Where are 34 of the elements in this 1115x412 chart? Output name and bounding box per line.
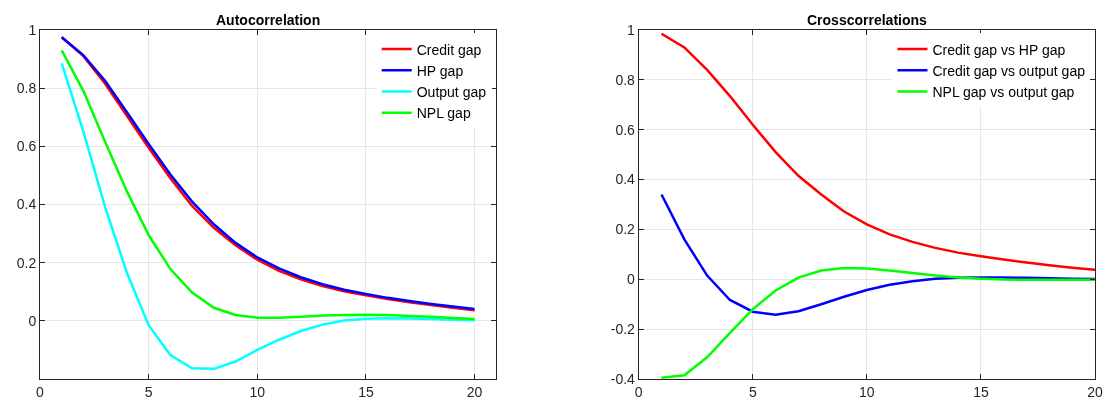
y-tick-label: 1 bbox=[28, 21, 37, 38]
x-tick-label: 5 bbox=[144, 383, 153, 400]
y-tick-label: -0.4 bbox=[610, 370, 636, 387]
y-tick-label: 0.6 bbox=[16, 138, 37, 155]
legend-label: NPL gap bbox=[416, 105, 471, 122]
legend-label: Credit gap bbox=[416, 41, 482, 58]
y-tick-label: 0 bbox=[627, 271, 636, 288]
x-tick-label: 15 bbox=[358, 383, 374, 400]
legend-label: Output gap bbox=[416, 83, 487, 100]
x-tick-label: 10 bbox=[859, 383, 875, 400]
legend-label: HP gap bbox=[416, 62, 464, 79]
y-tick-label: 1 bbox=[627, 21, 636, 38]
y-tick-label: -0.2 bbox=[610, 321, 636, 338]
y-tick-label: 0.8 bbox=[615, 71, 636, 88]
x-tick-label: 20 bbox=[1087, 383, 1103, 400]
line-series bbox=[660, 266, 1095, 379]
x-tick-label: 15 bbox=[973, 383, 989, 400]
y-tick-label: 0.2 bbox=[16, 254, 37, 271]
chart-title: Autocorrelation bbox=[216, 12, 321, 28]
y-tick-label: 0.4 bbox=[16, 196, 37, 213]
x-tick-label: 10 bbox=[249, 383, 266, 400]
x-tick-label: 5 bbox=[748, 383, 757, 400]
x-tick-label: 20 bbox=[466, 383, 483, 400]
legend-label: Credit gap vs output gap bbox=[932, 62, 1086, 79]
line-series bbox=[660, 32, 1095, 272]
y-tick-label: 0 bbox=[28, 312, 37, 329]
legend-label: NPL gap vs output gap bbox=[932, 83, 1075, 100]
y-tick-label: 0.4 bbox=[615, 171, 636, 188]
chart-title: Crosscorrelations bbox=[807, 12, 928, 28]
line-series bbox=[660, 193, 1095, 316]
y-tick-label: 0.6 bbox=[615, 121, 636, 138]
legend-label: Credit gap vs HP gap bbox=[932, 41, 1066, 58]
y-tick-label: 0.8 bbox=[16, 80, 37, 97]
y-tick-label: 0.2 bbox=[615, 221, 636, 238]
